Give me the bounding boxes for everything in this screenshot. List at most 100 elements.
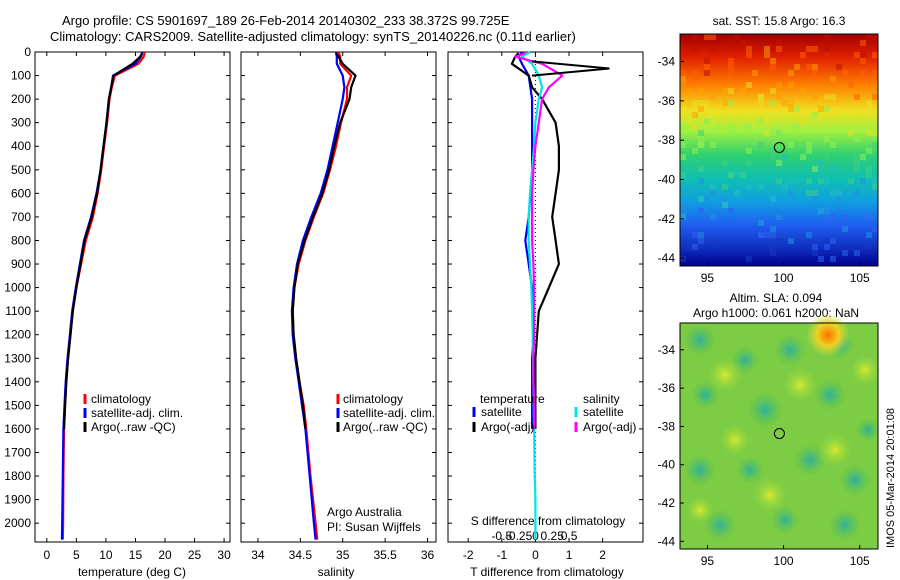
- sst-pixel: [866, 106, 872, 112]
- sst-pixel: [788, 238, 794, 244]
- sst-pixel: [770, 196, 776, 202]
- sst-pixel: [830, 238, 836, 244]
- sst-pixel: [740, 40, 746, 46]
- sst-pixel: [680, 172, 686, 178]
- sst-pixel: [818, 160, 824, 166]
- sla-blotch: [849, 354, 881, 386]
- sst-pixel: [812, 112, 818, 118]
- sst-pixel: [788, 142, 794, 148]
- argo-location-marker: [773, 141, 785, 153]
- sst-pixel: [692, 148, 698, 154]
- sst-pixel: [704, 112, 710, 118]
- x-tick-label: 1: [566, 548, 573, 562]
- sst-pixel: [818, 256, 824, 262]
- lat-tick-label: -36: [658, 94, 676, 108]
- sst-pixel: [746, 46, 752, 52]
- sst-heatmap-texture: [680, 34, 878, 262]
- depth-tick-label: 1700: [4, 445, 31, 459]
- sst-pixel: [812, 46, 818, 52]
- sst-pixel: [704, 58, 710, 64]
- sst-pixel: [728, 172, 734, 178]
- sst-pixel: [770, 148, 776, 154]
- sst-pixel: [704, 70, 710, 76]
- sst-pixel: [824, 106, 830, 112]
- series-line-temperature-argo-adj-: [510, 52, 561, 429]
- sst-pixel: [722, 196, 728, 202]
- sst-pixel: [806, 190, 812, 196]
- sla-blotch: [771, 506, 799, 534]
- legend-label-climatology: climatology: [343, 392, 403, 406]
- sst-pixel: [830, 142, 836, 148]
- sst-pixel: [728, 70, 734, 76]
- sst-pixel: [698, 166, 704, 172]
- lat-tick-label: -42: [658, 212, 676, 226]
- depth-tick-label: 1200: [4, 328, 31, 342]
- depth-tick-label: 900: [11, 257, 31, 271]
- sst-pixel: [806, 148, 812, 154]
- sst-pixel: [758, 142, 764, 148]
- sst-pixel: [770, 88, 776, 94]
- sst-pixel: [758, 118, 764, 124]
- s-diff-tick-label: -0.5: [491, 529, 512, 543]
- sst-pixel: [794, 106, 800, 112]
- sst-pixel: [722, 88, 728, 94]
- depth-tick-label: 700: [11, 210, 31, 224]
- legend-label-satellite-adj: satellite-adj. clim.: [343, 406, 435, 420]
- sla-blotch: [814, 379, 846, 411]
- sla-map-title: Altim. SLA: 0.094: [730, 291, 823, 305]
- sst-pixel: [788, 70, 794, 76]
- difference-xlabel: T difference from climatology: [470, 565, 624, 579]
- sst-pixel: [758, 232, 764, 238]
- sla-blotch: [684, 324, 716, 356]
- depth-tick-label: 1400: [4, 375, 31, 389]
- sst-pixel: [716, 124, 722, 130]
- sst-pixel: [812, 190, 818, 196]
- x-tick-label: -1: [496, 548, 507, 562]
- sst-pixel: [848, 82, 854, 88]
- sst-pixel: [770, 100, 776, 106]
- sst-pixel: [794, 124, 800, 130]
- legend-label-argo: Argo(..raw -QC): [91, 420, 176, 434]
- sst-pixel: [812, 196, 818, 202]
- sla-latitude-ticks: -34 -36 -38 -40 -42 -44: [658, 343, 684, 548]
- sst-pixel: [692, 244, 698, 250]
- sst-pixel: [680, 154, 686, 160]
- depth-tick-label: 1600: [4, 422, 31, 436]
- lat-tick-label: -34: [658, 343, 676, 357]
- imos-timestamp: IMOS 05-Mar-2014 20:01:08: [885, 408, 897, 548]
- sst-pixel: [680, 208, 686, 214]
- s-diff-tick-label: -0.25: [505, 529, 533, 543]
- sst-pixel: [698, 100, 704, 106]
- sst-pixel: [830, 166, 836, 172]
- sst-pixel: [722, 184, 728, 190]
- sst-pixel: [860, 154, 866, 160]
- sst-pixel: [704, 100, 710, 106]
- sla-blotch: [736, 456, 764, 484]
- sst-pixel: [704, 220, 710, 226]
- sst-pixel: [800, 88, 806, 94]
- sst-pixel: [728, 124, 734, 130]
- sla-blotch: [839, 464, 871, 496]
- sst-pixel: [692, 76, 698, 82]
- sst-pixel: [728, 88, 734, 94]
- sst-pixel: [860, 40, 866, 46]
- sst-pixel: [860, 52, 866, 58]
- sla-blotch: [782, 367, 818, 403]
- sst-pixel: [782, 100, 788, 106]
- sst-pixel: [854, 94, 860, 100]
- sst-pixel: [734, 112, 740, 118]
- sst-pixel: [836, 106, 842, 112]
- sst-pixel: [698, 178, 704, 184]
- sst-pixel: [758, 220, 764, 226]
- sst-pixel: [794, 112, 800, 118]
- depth-tick-labels: 0 100 200 300 400 500 600 700 800 900 1000 1100 1200…: [4, 45, 230, 530]
- sst-pixel: [746, 148, 752, 154]
- sst-pixel: [872, 226, 878, 232]
- sla-blotch: [691, 381, 719, 409]
- sst-pixel: [836, 64, 842, 70]
- sst-map-title: sat. SST: 15.8 Argo: 16.3: [713, 14, 846, 28]
- sst-pixel: [824, 34, 830, 40]
- sst-pixel: [770, 244, 776, 250]
- sst-pixel: [788, 100, 794, 106]
